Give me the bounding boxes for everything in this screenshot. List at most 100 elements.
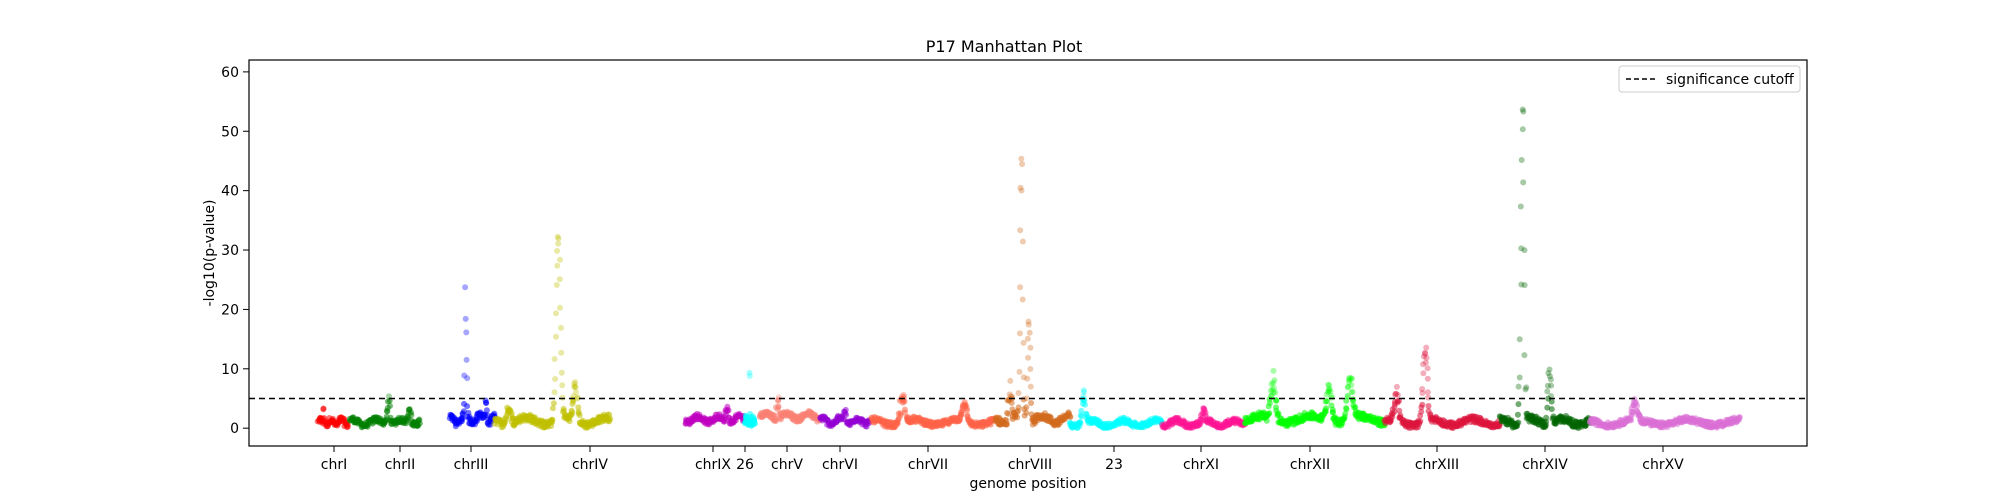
data-point (1020, 339, 1027, 346)
data-point (1546, 373, 1553, 380)
data-point (1323, 391, 1330, 398)
data-point (555, 235, 562, 242)
data-point (1348, 375, 1355, 382)
data-point (1007, 377, 1014, 384)
data-point (559, 382, 566, 389)
data-point (1516, 374, 1523, 381)
data-point (1325, 388, 1332, 395)
data-point (570, 393, 577, 400)
y-tick-label: 40 (221, 184, 239, 200)
data-point (1016, 368, 1023, 375)
data-point (1025, 321, 1032, 328)
data-point (1015, 390, 1022, 396)
data-point (568, 407, 575, 414)
data-point (463, 329, 470, 336)
data-point (1518, 245, 1525, 252)
data-point (1547, 376, 1554, 383)
data-point (1348, 375, 1355, 382)
data-point (1420, 370, 1427, 377)
data-point (1346, 379, 1352, 386)
data-point (1391, 408, 1398, 415)
x-tick-label: chrVII (908, 457, 948, 473)
data-point (751, 420, 758, 426)
data-point (576, 412, 583, 419)
data-point (460, 408, 467, 415)
data-point (964, 407, 970, 414)
data-point (1392, 391, 1399, 398)
data-point (1017, 227, 1024, 234)
data-point (464, 403, 471, 410)
data-point (1418, 408, 1425, 415)
data-point (1027, 383, 1034, 390)
data-point (1520, 108, 1527, 115)
data-point (1078, 407, 1085, 414)
data-point (1515, 419, 1522, 426)
data-point (1326, 382, 1333, 389)
x-tick-label: 23 (1105, 457, 1123, 473)
data-point (1422, 349, 1428, 356)
data-point (1348, 389, 1355, 396)
data-point (1269, 386, 1276, 393)
data-point (462, 284, 469, 291)
data-point (902, 409, 908, 416)
data-point (462, 315, 469, 322)
data-point (558, 369, 565, 376)
data-point (842, 410, 849, 417)
data-point (1424, 375, 1431, 382)
x-tick-label: chrIX (695, 457, 731, 473)
data-point (1270, 380, 1277, 386)
data-point (554, 233, 561, 240)
data-point (552, 376, 559, 382)
data-point (1546, 366, 1553, 373)
data-point (901, 398, 908, 405)
data-point (1628, 417, 1635, 424)
y-tick-label: 60 (221, 65, 239, 81)
data-point (1416, 419, 1423, 426)
data-point (897, 412, 904, 419)
data-point (1026, 329, 1033, 336)
data-point (1023, 409, 1030, 416)
data-point (1425, 403, 1432, 409)
data-point (1521, 352, 1528, 359)
data-point (1393, 383, 1400, 390)
data-point (1514, 411, 1521, 418)
x-tick-label: chrXIV (1522, 457, 1568, 473)
data-point (1082, 401, 1089, 408)
data-point (1080, 387, 1087, 394)
data-point (461, 372, 468, 379)
data-point (1348, 382, 1355, 389)
data-point (746, 369, 753, 376)
data-point (1272, 389, 1279, 396)
data-point (1349, 388, 1356, 395)
data-point (572, 379, 579, 386)
data-point (549, 405, 556, 412)
data-point (1343, 405, 1350, 411)
data-point (1518, 281, 1525, 288)
data-point (554, 262, 561, 269)
data-point (1422, 350, 1429, 357)
data-point (775, 403, 782, 410)
data-point (1346, 377, 1353, 383)
x-tick-label: 26 (736, 457, 754, 473)
y-tick-label: 30 (221, 243, 239, 259)
data-point (1343, 397, 1350, 404)
data-point (746, 373, 753, 379)
data-point (553, 333, 559, 340)
data-point (1017, 284, 1024, 291)
data-point (408, 411, 415, 418)
data-point (1327, 388, 1334, 395)
data-point (1350, 396, 1356, 403)
data-point (1268, 381, 1275, 387)
data-point (1419, 386, 1426, 392)
data-point (1019, 238, 1026, 245)
data-point (574, 394, 581, 401)
data-point (1421, 353, 1427, 360)
data-point (1634, 402, 1641, 409)
data-point (1020, 374, 1027, 381)
data-point (1003, 417, 1010, 424)
data-point (556, 276, 563, 283)
x-tick-label: chrVIII (1008, 457, 1052, 473)
data-point (571, 380, 578, 387)
data-point (1515, 401, 1522, 408)
